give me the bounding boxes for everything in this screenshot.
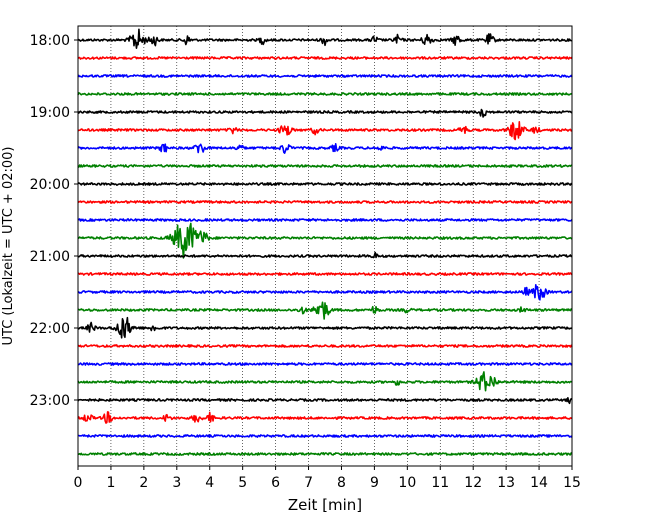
trace-row-19:30 xyxy=(77,142,573,154)
trace-row-21:30 xyxy=(77,283,573,301)
x-tick-label: 2 xyxy=(139,475,148,491)
trace-row-21:45 xyxy=(77,301,573,320)
x-tick-label: 12 xyxy=(464,475,482,491)
trace-row-20:00 xyxy=(77,182,573,186)
trace-row-22:30 xyxy=(77,362,573,366)
x-tick-label: 1 xyxy=(106,475,115,491)
x-tick-label: 5 xyxy=(238,475,247,491)
x-tick-label: 6 xyxy=(271,475,280,491)
trace-row-22:15 xyxy=(77,344,573,348)
y-axis-ticks: 18:00 19:00 20:00 21:00 22:00 23:00 xyxy=(30,33,78,409)
vertical-gridlines xyxy=(110,26,540,466)
trace-row-19:00 xyxy=(77,108,573,118)
seismogram-traces xyxy=(77,28,573,456)
x-tick-label: 7 xyxy=(304,475,313,491)
y-tick-label: 22:00 xyxy=(30,321,70,337)
y-tick-label: 19:00 xyxy=(30,105,70,121)
trace-row-23:15 xyxy=(77,411,573,424)
trace-row-18:00 xyxy=(77,28,573,49)
trace-row-19:45 xyxy=(77,164,573,168)
trace-row-18:45 xyxy=(77,92,573,96)
x-tick-label: 4 xyxy=(205,475,214,491)
trace-row-20:45 xyxy=(77,222,573,259)
x-axis-title: Zeit [min] xyxy=(288,496,362,514)
x-tick-label: 0 xyxy=(74,475,83,491)
x-tick-label: 9 xyxy=(370,475,379,491)
x-tick-label: 3 xyxy=(172,475,181,491)
trace-row-23:45 xyxy=(77,452,573,456)
x-tick-label: 15 xyxy=(563,475,581,491)
x-tick-label: 13 xyxy=(497,475,515,491)
y-tick-label: 21:00 xyxy=(30,249,70,265)
trace-row-18:30 xyxy=(77,74,573,78)
trace-row-23:30 xyxy=(77,434,573,438)
plot-frame xyxy=(77,25,573,467)
trace-row-21:00 xyxy=(77,251,573,259)
x-tick-label: 8 xyxy=(337,475,346,491)
trace-row-18:15 xyxy=(77,56,573,60)
trace-row-19:15 xyxy=(77,120,573,141)
trace-row-20:15 xyxy=(77,200,573,204)
x-tick-label: 10 xyxy=(398,475,416,491)
trace-row-21:15 xyxy=(77,272,573,276)
y-tick-label: 18:00 xyxy=(30,33,70,49)
x-axis-ticks: 0 1 2 3 4 5 6 7 8 9 10 11 12 13 14 15 xyxy=(74,466,581,491)
trace-row-20:30 xyxy=(77,218,573,222)
x-tick-label: 14 xyxy=(530,475,548,491)
trace-row-22:45 xyxy=(77,371,573,392)
x-tick-label: 11 xyxy=(431,475,449,491)
y-axis-title: UTC (Lokalzeit = UTC + 02:00) xyxy=(1,147,16,346)
y-tick-label: 20:00 xyxy=(30,177,70,193)
trace-row-23:00 xyxy=(77,396,573,405)
y-tick-label: 23:00 xyxy=(30,393,70,409)
trace-row-22:00 xyxy=(77,316,573,339)
